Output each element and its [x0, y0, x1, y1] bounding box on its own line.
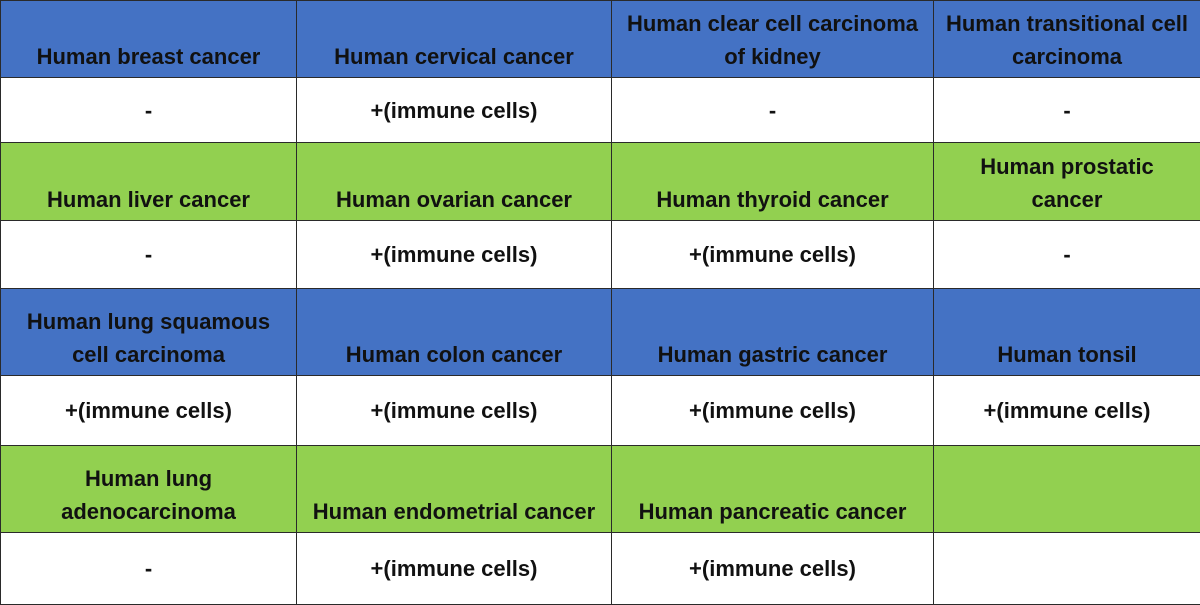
tissue-cell: Human thyroid cancer	[612, 143, 934, 221]
tissue-cell: Human lung adenocarcinoma	[1, 446, 297, 533]
result-cell: -	[1, 221, 297, 289]
result-cell: +(immune cells)	[297, 78, 612, 143]
tissue-cell: Human cervical cancer	[297, 1, 612, 78]
empty-cell	[934, 446, 1200, 533]
tissue-cell: Human transitional cell carcinoma	[934, 1, 1200, 78]
result-cell: +(immune cells)	[934, 376, 1200, 446]
result-cell: -	[1, 533, 297, 605]
tissue-cell: Human pancreatic cancer	[612, 446, 934, 533]
tissue-cell: Human tonsil	[934, 289, 1200, 376]
result-cell: +(immune cells)	[612, 533, 934, 605]
tissue-cell: Human gastric cancer	[612, 289, 934, 376]
value-row: -+(immune cells)+(immune cells)	[1, 533, 1200, 605]
tissue-cell: Human prostatic cancer	[934, 143, 1200, 221]
result-cell: -	[934, 221, 1200, 289]
result-cell: +(immune cells)	[612, 376, 934, 446]
result-cell: -	[934, 78, 1200, 143]
tissue-cell: Human liver cancer	[1, 143, 297, 221]
tissue-cell: Human breast cancer	[1, 1, 297, 78]
result-cell: +(immune cells)	[297, 221, 612, 289]
tissue-cell: Human colon cancer	[297, 289, 612, 376]
tissue-cell: Human lung squamous cell carcinoma	[1, 289, 297, 376]
empty-cell	[934, 533, 1200, 605]
value-row: -+(immune cells)+(immune cells)-	[1, 221, 1200, 289]
value-row: +(immune cells)+(immune cells)+(immune c…	[1, 376, 1200, 446]
result-cell: +(immune cells)	[1, 376, 297, 446]
result-cell: -	[612, 78, 934, 143]
tissue-cell: Human endometrial cancer	[297, 446, 612, 533]
result-cell: +(immune cells)	[297, 376, 612, 446]
result-cell: +(immune cells)	[612, 221, 934, 289]
result-cell: +(immune cells)	[297, 533, 612, 605]
value-row: -+(immune cells)--	[1, 78, 1200, 143]
tissue-cell: Human ovarian cancer	[297, 143, 612, 221]
tissue-cell: Human clear cell carcinoma of kidney	[612, 1, 934, 78]
result-cell: -	[1, 78, 297, 143]
